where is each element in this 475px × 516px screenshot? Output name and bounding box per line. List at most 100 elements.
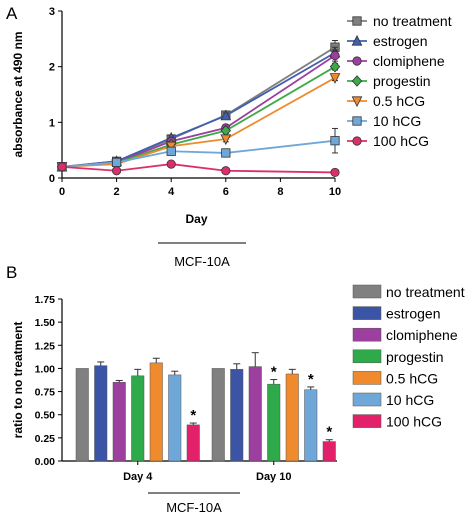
data-point	[57, 162, 67, 172]
legend-label: estrogen	[373, 33, 427, 49]
series-100-hcg	[57, 159, 340, 178]
bar	[75, 368, 89, 462]
legend-label: no treatment	[373, 13, 452, 29]
y-tick-label: 0.50	[35, 410, 56, 422]
cell-line-label: MCF-10A	[174, 254, 230, 269]
x-tick-label: 10	[329, 186, 341, 198]
legend-marker	[351, 34, 363, 46]
legend-marker	[352, 136, 362, 146]
legend-item: estrogen	[352, 306, 440, 322]
x-tick-label: 4	[168, 186, 175, 198]
y-tick-label: 2	[49, 62, 55, 74]
legend-swatch	[352, 327, 382, 342]
legend-item: no treatment	[352, 284, 465, 300]
legend-marker	[352, 56, 362, 66]
legend-item: estrogen	[347, 33, 427, 49]
legend-item: 100 hCG	[352, 414, 442, 430]
data-point	[166, 146, 176, 156]
data-point	[220, 109, 232, 121]
bar	[322, 441, 336, 462]
panel-b: B 0.00 0.25 0.50 0.75 1.00 1.25 1.50 1.75 ratio t…	[6, 263, 465, 515]
legend-swatch	[352, 371, 382, 385]
y-tick-label: 0	[49, 173, 55, 185]
data-point	[330, 136, 340, 146]
y-tick-label: 3	[49, 6, 55, 18]
bar	[211, 368, 225, 462]
legend-label: 0.5 hCG	[373, 93, 425, 109]
legend-item: 0.5 hCG	[347, 93, 425, 109]
y-axis-label: ratio to no treatment	[11, 322, 25, 439]
y-tick-label: 0.75	[35, 387, 56, 399]
legend-item: 100 hCG	[347, 133, 429, 149]
series-line	[61, 139, 336, 168]
bar	[285, 373, 299, 462]
y-tick-label: 1	[49, 117, 55, 129]
legend-item: no treatment	[347, 13, 452, 29]
series-line	[61, 46, 336, 168]
legend-marker	[352, 16, 362, 26]
legend-swatch	[352, 392, 382, 407]
data-point	[329, 60, 341, 73]
x-tick-label: Day 4	[123, 471, 153, 483]
bar	[230, 369, 244, 462]
cell-line-label: MCF-10A	[166, 500, 222, 515]
legend-item: 10 hCG	[347, 113, 421, 129]
legend-marker	[351, 75, 363, 87]
legend-label: progestin	[386, 349, 444, 365]
data-point	[220, 134, 232, 146]
panel-label: B	[6, 263, 17, 282]
legend-swatch	[352, 349, 382, 364]
x-tick-label: 6	[223, 186, 229, 198]
legend-label: clomiphene	[373, 53, 445, 69]
data-point	[330, 50, 340, 61]
bar	[112, 382, 126, 462]
data-point	[330, 167, 340, 178]
bar	[304, 389, 318, 462]
y-tick-label: 0.00	[35, 456, 56, 468]
y-tick-label: 1.50	[35, 317, 56, 329]
x-axis-label: Day	[185, 212, 207, 226]
significance-star: *	[308, 371, 314, 388]
bar	[248, 366, 262, 462]
y-axis-label: absorbance at 490 nm	[11, 31, 25, 157]
bar	[94, 365, 108, 462]
data-point	[221, 148, 231, 158]
legend-label: estrogen	[386, 306, 440, 322]
data-point	[221, 166, 231, 176]
legend-marker	[351, 96, 363, 108]
bar	[149, 362, 163, 462]
legend-label: 10 hCG	[373, 113, 421, 129]
legend-label: 100 hCG	[386, 414, 442, 430]
x-tick-label: 8	[277, 186, 283, 198]
panel-a: A 0 1 2 3 0 2 4 6 8 10 Day absorbance at 490 nm MCF-1…	[6, 4, 452, 269]
legend-swatch	[352, 284, 382, 299]
panel-label: A	[6, 4, 18, 23]
legend-label: 0.5 hCG	[386, 370, 438, 386]
y-tick-label: 1.75	[35, 294, 56, 306]
data-point	[112, 166, 122, 176]
series-progestin	[56, 60, 341, 173]
significance-star: *	[190, 407, 196, 424]
legend-swatch	[352, 306, 382, 320]
y-tick-label: 1.25	[35, 340, 56, 352]
legend-label: clomiphene	[386, 327, 458, 343]
bar	[168, 374, 182, 462]
y-tick-label: 1.00	[35, 363, 56, 375]
x-tick-label: 2	[114, 186, 120, 198]
legend-item: 10 hCG	[352, 392, 434, 408]
legend-item: progestin	[347, 73, 431, 89]
legend-marker	[352, 116, 362, 126]
series-line	[61, 51, 336, 168]
bar	[131, 375, 145, 462]
legend-item: clomiphene	[352, 327, 458, 343]
data-point	[166, 159, 176, 169]
legend-item: 0.5 hCG	[352, 370, 438, 386]
legend-label: no treatment	[386, 284, 465, 300]
legend-label: 10 hCG	[386, 392, 434, 408]
legend-swatch	[352, 414, 382, 428]
x-tick-label: 0	[59, 186, 65, 198]
bar	[186, 424, 200, 462]
legend-label: 100 hCG	[373, 133, 429, 149]
bar	[267, 383, 281, 462]
